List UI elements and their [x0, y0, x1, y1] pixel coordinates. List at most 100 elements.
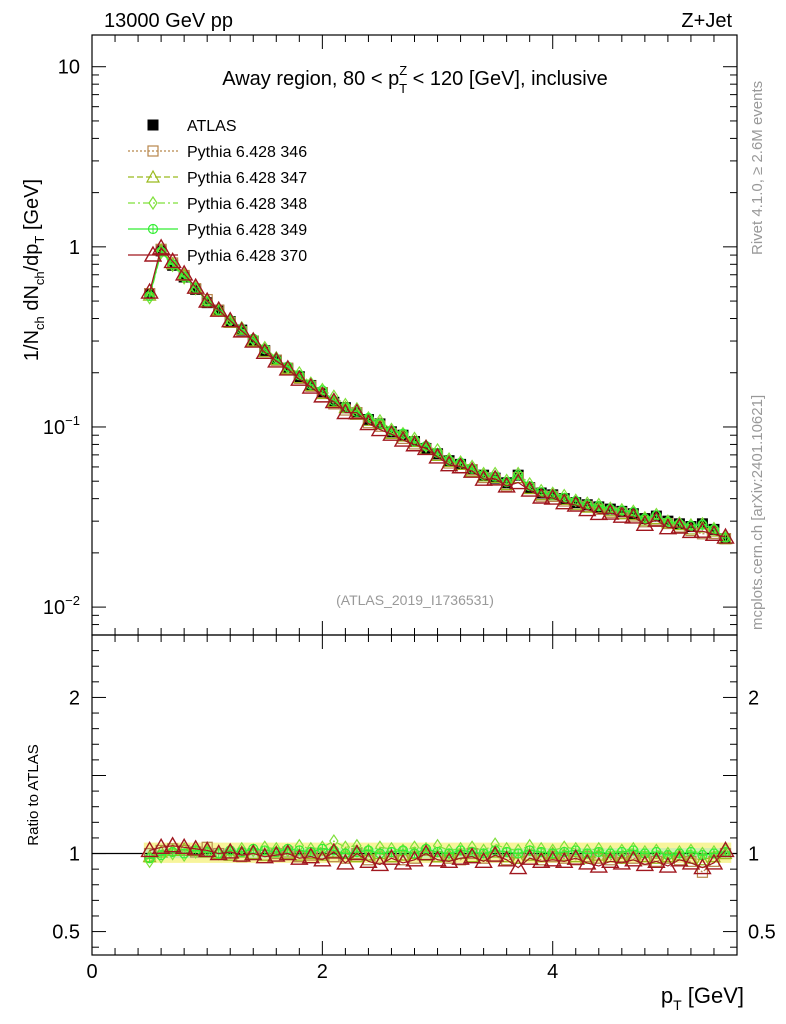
chart-title: Away region, 80 < pZ T < 120 [GeV], inclu…	[222, 63, 608, 96]
ratio-tick-label: 2	[69, 687, 80, 709]
legend-marker	[147, 145, 159, 157]
mc-point-5	[555, 493, 574, 510]
mc-point-3	[674, 515, 685, 531]
legend-label: Pythia 6.428 346	[187, 144, 307, 161]
mc-point-3	[190, 281, 201, 296]
mc-point-5	[612, 506, 632, 523]
mc-point-5	[681, 521, 701, 539]
y-tick-label: 1	[69, 237, 80, 259]
mc-point-4	[662, 516, 673, 528]
mc-ratio-point-3	[144, 854, 155, 869]
legend-label: ATLAS	[187, 118, 237, 135]
chart-title-pre: Away region, 80 < p	[222, 68, 399, 90]
mc-point-5	[716, 527, 735, 544]
marker-cross	[594, 847, 604, 857]
chart-title-post: < 120 [GeV], inclusive	[407, 68, 608, 90]
ratio-tick-label: 0.5	[52, 922, 80, 944]
mc-point-5	[347, 403, 367, 420]
mc-point-5	[647, 510, 666, 527]
x-tick-label: 2	[317, 961, 328, 983]
mc-point-5	[508, 473, 528, 490]
mc-point-5	[336, 403, 355, 420]
mc-ratio-point-5	[336, 853, 355, 870]
mc-point-3	[179, 270, 189, 285]
mc-ratio-point-5	[589, 856, 608, 873]
mc-ratio-point-2	[557, 847, 572, 861]
mc-point-5	[405, 435, 424, 452]
mc-ratio-point-4	[144, 853, 155, 864]
mc-ratio-point-5	[290, 848, 309, 865]
mc-ratio-point-5	[555, 851, 574, 869]
mc-ratio-point-4	[513, 848, 524, 859]
mc-ratio-point-5	[163, 836, 182, 853]
mc-ratio-point-5	[267, 845, 286, 862]
mc-point-5	[693, 521, 712, 538]
marker-cross	[352, 407, 362, 417]
mc-point-5	[244, 331, 263, 348]
mc-point-5	[313, 386, 332, 403]
mc-ratio-point-5	[693, 858, 712, 875]
mc-line-3	[149, 251, 726, 538]
mc-point-5	[151, 238, 171, 255]
mc-ratio-point-5	[670, 850, 689, 867]
ratio-tick-label-right: 1	[748, 844, 759, 866]
marker-cross	[329, 396, 339, 406]
mc-ratio-point-5	[497, 850, 516, 867]
ratio-series-layer	[140, 833, 735, 878]
mc-point-5	[174, 264, 194, 281]
mc-ratio-point-5	[255, 847, 274, 864]
mc-point-5	[209, 300, 228, 317]
mc-point-5	[255, 342, 274, 360]
mc-ratio-point-5	[301, 847, 321, 864]
mc-line-2	[149, 248, 726, 540]
mc-ratio-point-5	[359, 851, 378, 869]
mc-ratio-point-5	[439, 851, 459, 869]
mc-ratio-point-5	[704, 853, 724, 870]
mc-point-5	[267, 351, 286, 368]
main-series-layer	[140, 238, 735, 545]
mc-ratio-point-3	[363, 843, 374, 858]
mc-ratio-point-5	[347, 844, 367, 861]
mc-ratio-point-5	[647, 851, 666, 869]
mc-ratio-point-3	[421, 841, 431, 856]
x-axis-label-sub: T	[673, 997, 682, 1013]
marker-cross	[156, 850, 166, 860]
marker-cross	[513, 849, 523, 859]
mc-ratio-point-5	[209, 844, 228, 861]
legend-marker	[147, 223, 159, 235]
mc-ratio-point-5	[624, 850, 643, 867]
mc-ratio-point-5	[393, 853, 413, 870]
mc-ratio-point-4	[593, 846, 604, 858]
mc-point-5	[359, 414, 378, 431]
mc-ratio-point-5	[244, 844, 263, 861]
marker-cross	[398, 845, 408, 855]
mc-ratio-point-5	[612, 853, 632, 870]
y-tick-label: 10−2	[43, 593, 80, 619]
legend-label: Pythia 6.428 347	[187, 170, 307, 187]
mc-ratio-point-5	[197, 841, 217, 858]
legend-label: Pythia 6.428 349	[187, 222, 307, 239]
mc-ratio-point-5	[531, 851, 551, 869]
mc-line-5	[149, 246, 726, 538]
mc-ratio-point-5	[601, 851, 620, 869]
mc-point-5	[543, 488, 562, 505]
mc-point-2	[257, 344, 272, 358]
mc-ratio-point-5	[416, 844, 436, 861]
mc-point-3	[571, 493, 581, 508]
mc-point-5	[601, 503, 620, 520]
mc-ratio-point-2	[637, 849, 652, 863]
mc-point-5	[531, 487, 551, 504]
mc-point-5	[439, 455, 459, 472]
mc-ratio-point-2	[280, 846, 295, 860]
mc-point-5	[704, 524, 724, 541]
mc-ratio-point-5	[382, 848, 401, 865]
mc-ratio-point-5	[186, 839, 205, 856]
mc-ratio-point-2	[660, 849, 675, 863]
mc-ratio-point-2	[476, 847, 491, 861]
chart-title-sup: Z	[399, 63, 407, 78]
mc-point-5	[578, 500, 597, 517]
header-collision: 13000 GeV pp	[104, 10, 233, 32]
ratio-tick-label-right: 0.5	[748, 922, 776, 944]
mc-point-5	[658, 518, 678, 535]
